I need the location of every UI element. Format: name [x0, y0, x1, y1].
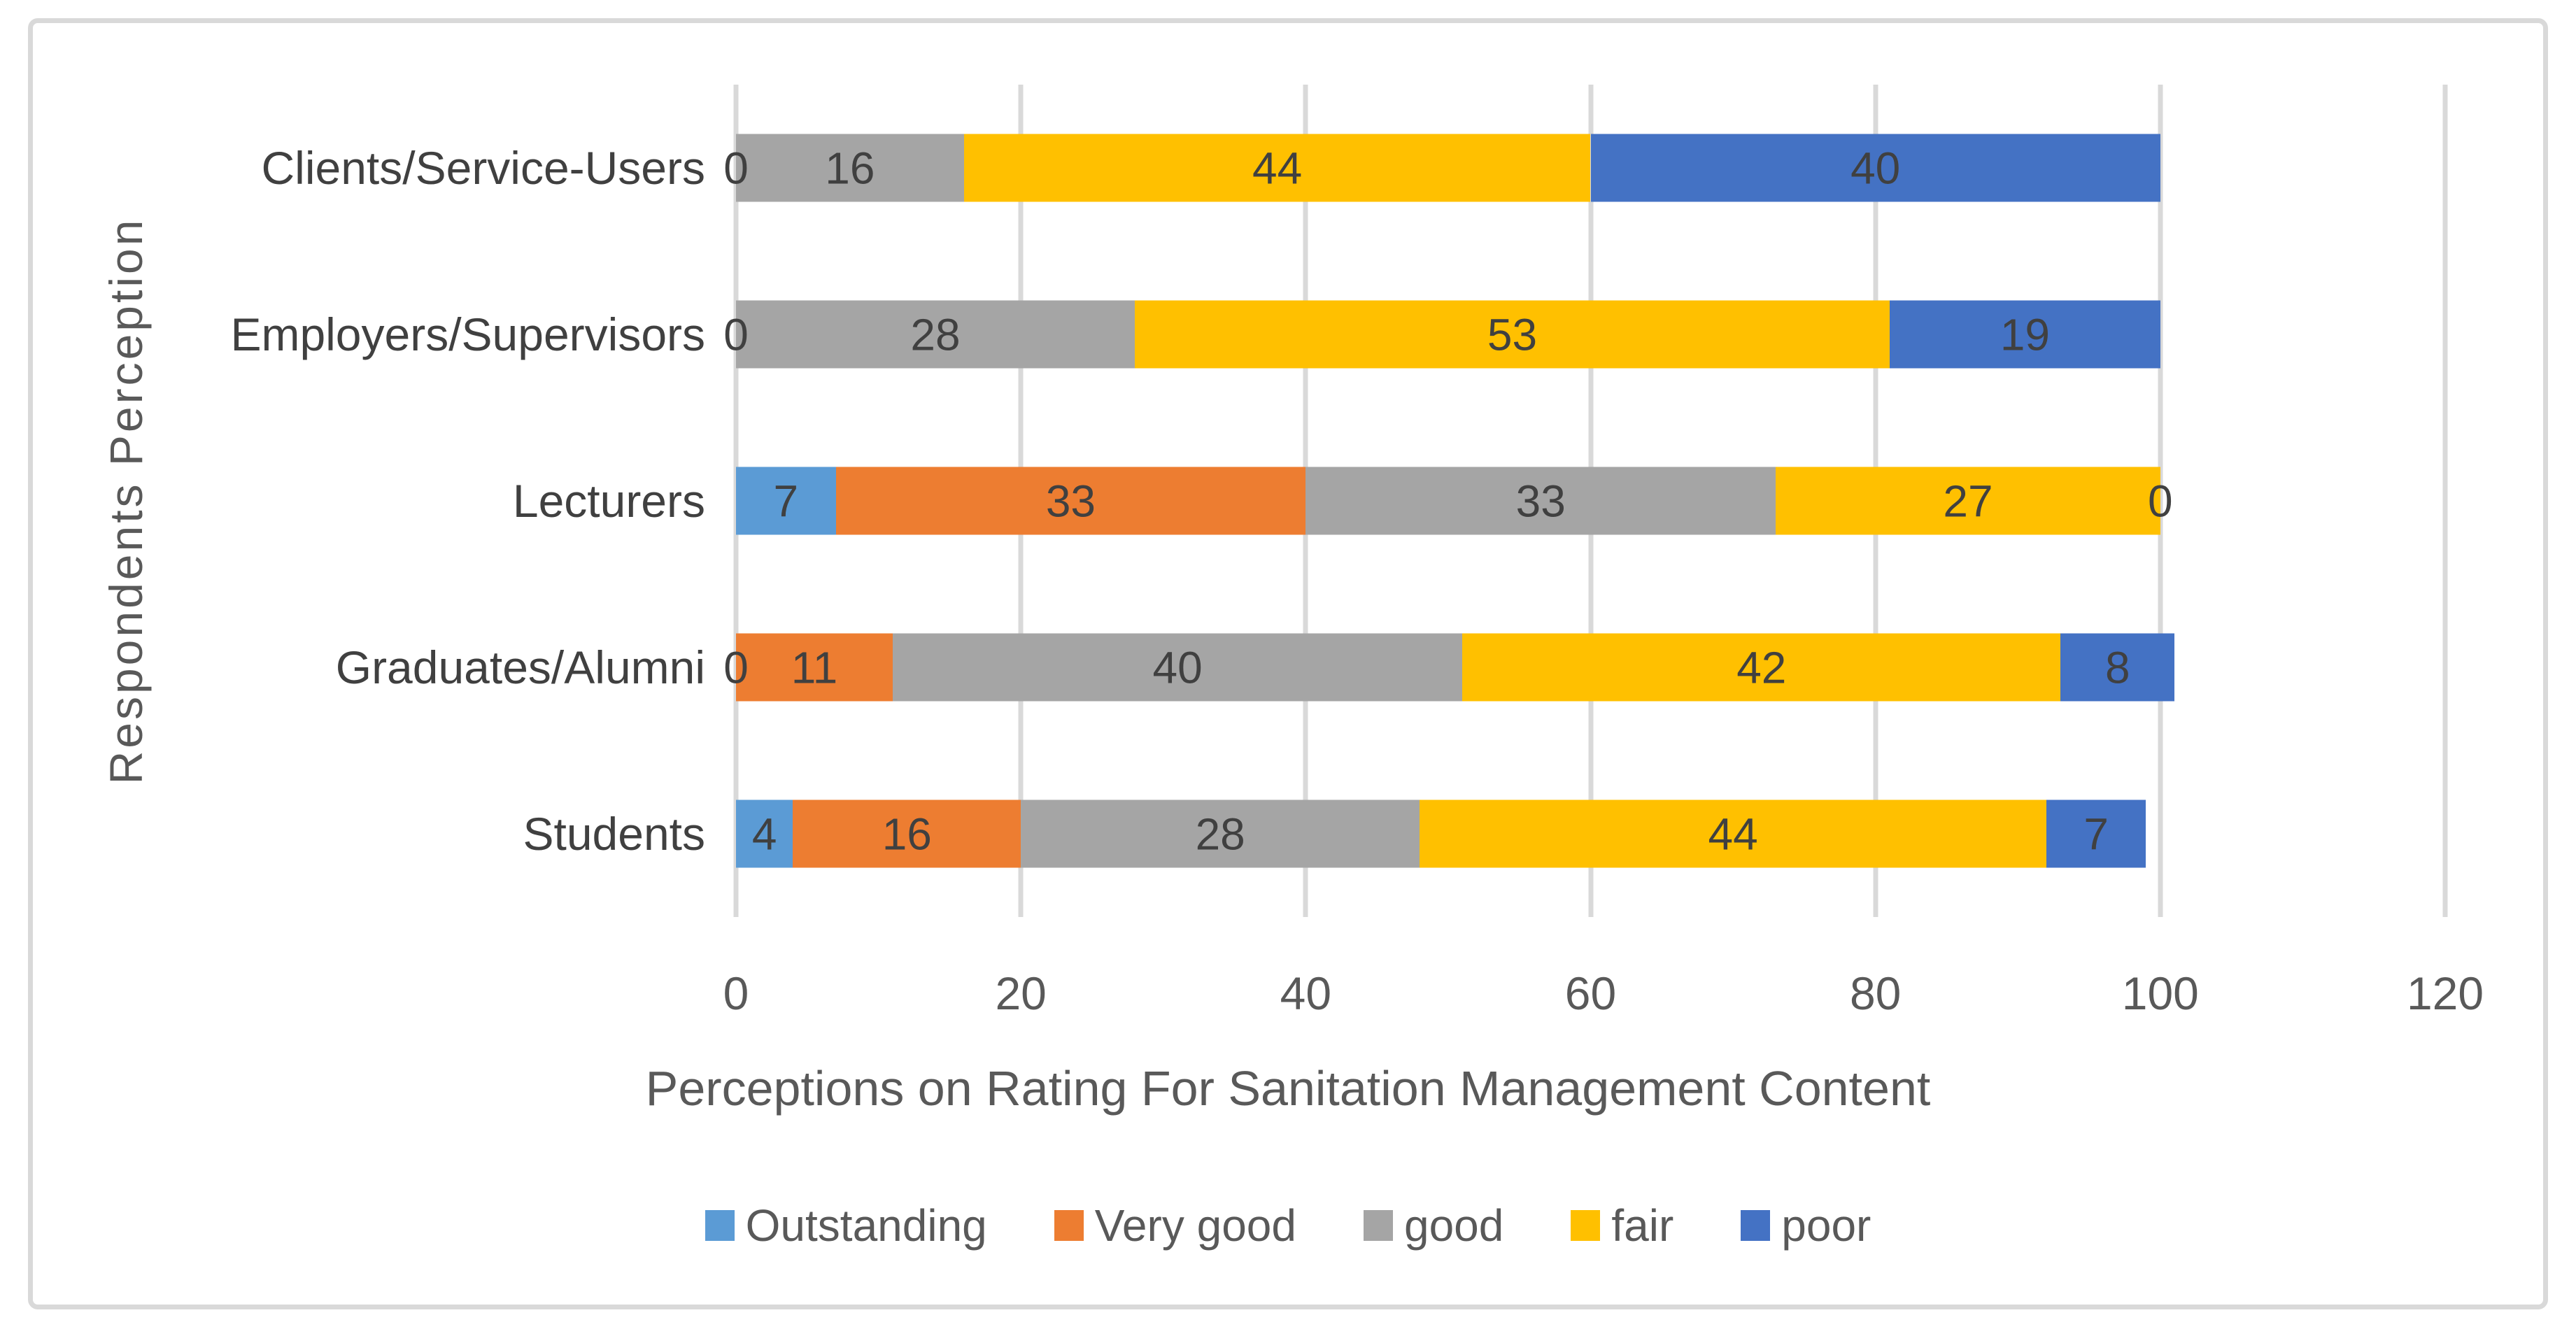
chart-legend: Outstanding Very good good fair poor — [0, 1191, 2576, 1260]
data-label: 4 — [751, 809, 777, 859]
bar-segment-outstanding: 7 — [736, 467, 836, 535]
legend-label: fair — [1611, 1200, 1674, 1251]
bar-segment-fair: 44 — [1420, 800, 2046, 868]
bar-segment-good: 40 — [892, 633, 1463, 702]
data-label-zero: 0 — [723, 642, 749, 692]
data-label: 28 — [1195, 809, 1245, 859]
data-label: 7 — [2083, 809, 2109, 859]
bar-row: 4 16 28 44 7 — [736, 751, 2445, 917]
legend-item-fair: fair — [1571, 1200, 1673, 1251]
legend-swatch-poor — [1741, 1210, 1771, 1241]
bar-segment-good: 33 — [1305, 467, 1776, 535]
data-label: 8 — [2104, 642, 2130, 692]
bar-segment-poor: 19 — [1890, 300, 2160, 369]
data-label-zero: 0 — [723, 143, 749, 193]
data-label-zero: 0 — [2148, 476, 2173, 526]
x-tick-label: 20 — [995, 967, 1047, 1019]
bar-segment-good: 16 — [736, 134, 964, 202]
bar-segment-good: 28 — [1021, 800, 1420, 868]
category-label: Employers/Supervisors — [230, 308, 705, 360]
bar-row: 0 28 53 19 — [723, 251, 2445, 418]
bar-segment-poor: 7 — [2046, 800, 2146, 868]
data-label: 7 — [773, 476, 799, 526]
x-tick-label: 60 — [1564, 967, 1617, 1019]
bar-segment-fair: 44 — [963, 134, 1591, 202]
legend-item-poor: poor — [1741, 1200, 1871, 1251]
category-label: Graduates/Alumni — [335, 641, 705, 693]
legend-item-outstanding: Outstanding — [705, 1200, 987, 1251]
x-axis-title: Perceptions on Rating For Sanitation Man… — [645, 1061, 1931, 1116]
data-label: 42 — [1736, 642, 1787, 692]
bar-segment-very-good: 11 — [736, 633, 893, 702]
x-tick-label: 120 — [2406, 967, 2484, 1019]
bar-track: 7 33 33 27 0 — [736, 467, 2445, 535]
data-label: 11 — [791, 642, 838, 692]
legend-swatch-good — [1363, 1210, 1393, 1241]
bar-segment-very-good: 16 — [793, 800, 1021, 868]
legend-label: Outstanding — [745, 1200, 987, 1251]
bar-segment-fair: 53 — [1135, 300, 1890, 369]
bar-row: 7 33 33 27 0 — [736, 418, 2445, 584]
legend-item-very-good: Very good — [1054, 1200, 1296, 1251]
legend-label: good — [1403, 1200, 1504, 1251]
data-label: 44 — [1708, 809, 1758, 859]
bar-segment-fair: 27 — [1776, 467, 2160, 535]
category-axis: Clients/Service-Users Employers/Superviso… — [42, 85, 705, 917]
bar-track: 0 16 44 40 — [723, 134, 2445, 202]
legend-swatch-outstanding — [705, 1210, 735, 1241]
data-label: 33 — [1515, 476, 1566, 526]
bar-segment-poor: 40 — [1590, 134, 2160, 202]
x-tick-label: 80 — [1849, 967, 1902, 1019]
data-label: 40 — [1850, 143, 1901, 193]
x-tick-label: 40 — [1280, 967, 1332, 1019]
data-label: 33 — [1045, 476, 1096, 526]
bar-segment-good: 28 — [736, 300, 1135, 369]
legend-swatch-very-good — [1054, 1210, 1084, 1241]
x-tick-label: 100 — [2121, 967, 2199, 1019]
bar-segment-outstanding: 4 — [736, 800, 793, 868]
category-label: Lecturers — [512, 475, 705, 527]
category-label: Clients/Service-Users — [261, 142, 705, 194]
data-label: 27 — [1943, 476, 1993, 526]
plot-area: 0 16 44 40 0 28 53 19 7 33 33 27 0 0 11 40 42 8 4 16 28 44 7 — [723, 85, 2448, 917]
data-label: 16 — [882, 809, 932, 859]
data-label: 53 — [1487, 309, 1538, 360]
category-label: Students — [523, 808, 705, 860]
legend-swatch-fair — [1571, 1210, 1601, 1241]
bar-segment-fair: 42 — [1462, 633, 2061, 702]
legend-label: Very good — [1094, 1200, 1296, 1251]
data-label: 16 — [825, 143, 875, 193]
legend-item-good: good — [1363, 1200, 1504, 1251]
data-label: 44 — [1252, 143, 1303, 193]
gridline — [2158, 85, 2163, 917]
bar-segment-very-good: 33 — [835, 467, 1306, 535]
bar-row: 0 11 40 42 8 — [723, 584, 2445, 751]
x-axis-tick-labels: 0 20 40 60 80 100 120 — [723, 967, 2484, 1030]
data-label: 40 — [1152, 642, 1203, 692]
x-tick-label: 0 — [723, 967, 749, 1019]
bar-track: 0 28 53 19 — [723, 300, 2445, 369]
bar-track: 4 16 28 44 7 — [736, 800, 2445, 868]
bar-row: 0 16 44 40 — [723, 85, 2445, 251]
bar-track: 0 11 40 42 8 — [723, 633, 2445, 702]
bar-segment-poor: 8 — [2060, 633, 2175, 702]
data-label: 28 — [910, 309, 961, 360]
data-label-zero: 0 — [723, 309, 749, 360]
gridline — [2442, 85, 2448, 917]
legend-label: poor — [1781, 1200, 1871, 1251]
data-label: 19 — [2000, 309, 2050, 360]
